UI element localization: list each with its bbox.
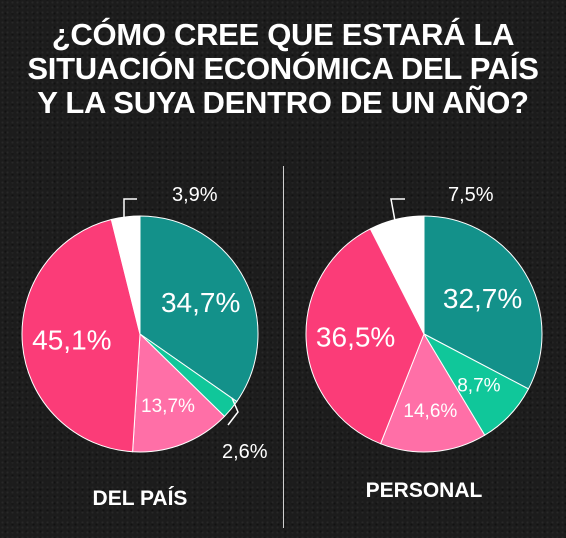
del-pais-slice-label-2: 13,7% [141,396,195,417]
chart-divider [283,166,284,528]
del-pais-slice-label-1: 2,6% [222,441,268,463]
title-line-3: Y LA SUYA DENTRO DE UN AÑO? [37,85,529,120]
chart-title: ¿CÓMO CREE QUE ESTARÁ LA SITUACIÓN ECONÓ… [0,18,566,120]
del-pais-callout-line-4 [123,198,137,218]
del-pais-slice-label-3: 45,1% [32,325,111,356]
personal-slice-2 [379,332,486,453]
personal-slice-0 [423,215,543,390]
personal-slice-label-4: 7,5% [448,184,494,206]
personal-slice-label-0: 32,7% [443,283,522,314]
del-pais-slice-0 [139,215,259,403]
personal-slice-3 [305,228,425,445]
del-pais-slice-2 [132,332,226,453]
del-pais-slice-label-4: 3,9% [172,184,218,206]
personal-slice-4 [369,215,425,335]
del-pais-pie-title: DEL PAÍS [93,487,188,510]
del-pais-slice-4 [110,215,141,335]
personal-slice-label-3: 36,5% [316,322,395,353]
personal-slice-label-1: 8,7% [457,375,500,396]
title-line-2: SITUACIÓN ECONÓMICA DEL PAÍS [27,51,539,86]
del-pais-pie: 34,7% 2,6% 13,7% 45,1% 3,9% DEL PAÍS [21,184,268,510]
personal-slice-label-2: 14,6% [403,401,457,422]
personal-callout-line-4 [390,198,405,222]
del-pais-slice-3 [21,218,141,453]
personal-pie: 32,7% 8,7%14,6% 36,5% 7,5% PERSONAL [305,184,543,502]
personal-pie-title: PERSONAL [366,479,483,502]
del-pais-callout-line-1 [227,397,239,426]
del-pais-slice-label-0: 34,7% [161,287,240,318]
title-line-1: ¿CÓMO CREE QUE ESTARÁ LA [51,17,515,52]
